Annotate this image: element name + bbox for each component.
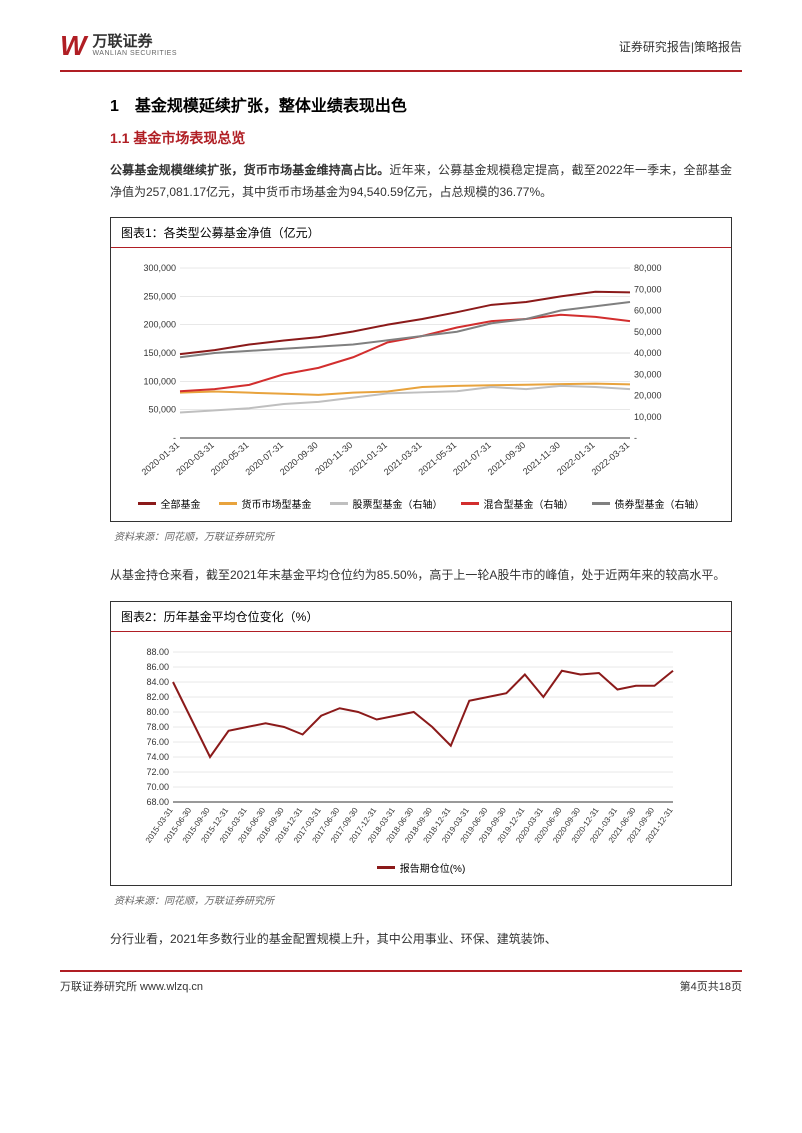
logo-cn: 万联证券 [92,34,177,51]
svg-text:76.00: 76.00 [146,737,169,747]
chart2-legend: 报告期仓位(%) [125,860,717,875]
svg-text:70.00: 70.00 [146,782,169,792]
svg-text:80,000: 80,000 [634,263,662,273]
paragraph-3: 分行业看，2021年多数行业的基金配置规模上升，其中公用事业、环保、建筑装饰、 [110,929,732,951]
paragraph-1: 公募基金规模继续扩张，货币市场基金维持高占比。近年来，公募基金规模稳定提高，截至… [110,160,732,203]
p1-bold: 公募基金规模继续扩张，货币市场基金维持高占比。 [110,163,389,177]
legend-item: 债券型基金（右轴） [592,496,705,511]
paragraph-2: 从基金持仓来看，截至2021年末基金平均仓位约为85.50%，高于上一轮A股牛市… [110,565,732,587]
svg-text:68.00: 68.00 [146,797,169,807]
chart1-body: - 50,000 100,000 150,000 200,000 250,000 300,0… [111,248,731,521]
heading-1: 1 基金规模延续扩张，整体业绩表现出色 [110,92,732,116]
svg-text:10,000: 10,000 [634,412,662,422]
svg-text:82.00: 82.00 [146,692,169,702]
legend-item: 货币市场型基金 [219,496,312,511]
svg-text:86.00: 86.00 [146,662,169,672]
svg-text:78.00: 78.00 [146,722,169,732]
chart1-title: 图表1：各类型公募基金净值（亿元） [111,218,731,248]
page-footer: 万联证券研究所 www.wlzq.cn 第4页共18页 [60,970,742,994]
svg-text:50,000: 50,000 [148,405,176,415]
svg-text:200,000: 200,000 [143,320,176,330]
svg-text:74.00: 74.00 [146,752,169,762]
svg-text:2020-09-30: 2020-09-30 [278,440,320,477]
svg-text:150,000: 150,000 [143,348,176,358]
svg-text:-: - [634,433,637,443]
svg-text:250,000: 250,000 [143,292,176,302]
svg-text:88.00: 88.00 [146,647,169,657]
chart2-title: 图表2：历年基金平均仓位变化（%） [111,602,731,632]
legend-item: 报告期仓位(%) [377,860,466,875]
svg-text:100,000: 100,000 [143,377,176,387]
chart2-source: 资料来源：同花顺，万联证券研究所 [110,892,732,907]
content: 1 基金规模延续扩张，整体业绩表现出色 1.1 基金市场表现总览 公募基金规模继… [60,92,742,950]
svg-text:40,000: 40,000 [634,348,662,358]
chart1-legend: 全部基金 货币市场型基金 股票型基金（右轴） 混合型基金（右轴） 债券型基金（右轴） [125,496,717,511]
logo: W 万联证券 WANLIAN SECURITIES [60,30,177,62]
chart2-svg: 68.00 70.00 72.00 74.00 76.00 78.00 80.00 82.00… [125,642,685,852]
chart1-source: 资料来源：同花顺，万联证券研究所 [110,528,732,543]
logo-mark: W [60,30,86,62]
svg-text:300,000: 300,000 [143,263,176,273]
svg-text:84.00: 84.00 [146,677,169,687]
svg-text:60,000: 60,000 [634,306,662,316]
svg-text:20,000: 20,000 [634,391,662,401]
svg-text:2021-09-30: 2021-09-30 [486,440,528,477]
chart1-box: 图表1：各类型公募基金净值（亿元） - 50,000 100,000 150,000 2… [110,217,732,522]
svg-text:50,000: 50,000 [634,327,662,337]
svg-text:30,000: 30,000 [634,369,662,379]
footer-right: 第4页共18页 [680,978,742,994]
header-category: 证券研究报告|策略报告 [619,38,742,55]
svg-text:72.00: 72.00 [146,767,169,777]
legend-item: 混合型基金（右轴） [461,496,574,511]
page-header: W 万联证券 WANLIAN SECURITIES 证券研究报告|策略报告 [60,30,742,72]
svg-text:70,000: 70,000 [634,284,662,294]
svg-text:2022-03-31: 2022-03-31 [590,440,632,477]
legend-item: 股票型基金（右轴） [330,496,443,511]
heading-2: 1.1 基金市场表现总览 [110,128,732,148]
chart2-body: 68.00 70.00 72.00 74.00 76.00 78.00 80.00 82.00… [111,632,731,885]
footer-left: 万联证券研究所 www.wlzq.cn [60,978,203,994]
logo-en: WANLIAN SECURITIES [92,50,177,58]
chart1-svg: - 50,000 100,000 150,000 200,000 250,000 300,0… [125,258,685,488]
chart2-box: 图表2：历年基金平均仓位变化（%） 68.00 70.00 72.00 74.00 76… [110,601,732,886]
legend-item: 全部基金 [138,496,201,511]
svg-text:80.00: 80.00 [146,707,169,717]
